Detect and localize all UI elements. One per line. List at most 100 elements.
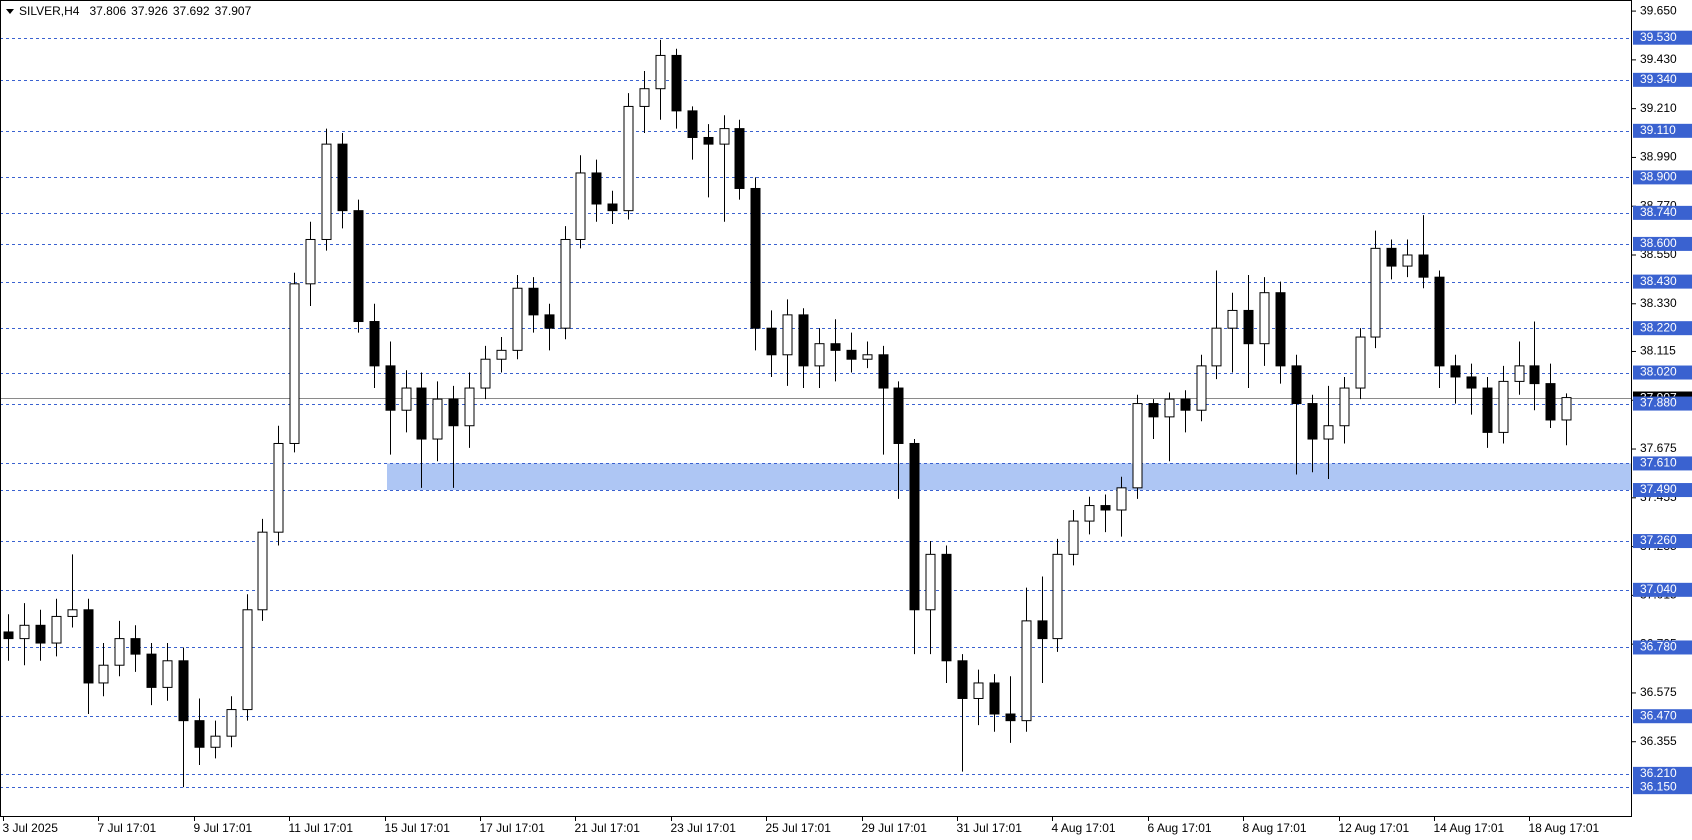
candle-body [146, 653, 157, 688]
level-box [1633, 365, 1692, 380]
y-tick-label: 39.650 [1640, 3, 1677, 17]
candle-body [416, 387, 427, 440]
level-label: 37.880 [1640, 396, 1677, 410]
candle-body [162, 660, 173, 688]
level-label: 38.430 [1640, 274, 1677, 288]
x-tick-label: 6 Aug 17:01 [1148, 821, 1212, 835]
candle-body [369, 321, 380, 367]
candle-body [1355, 336, 1366, 389]
level-box [1633, 274, 1692, 289]
candle-body [1021, 620, 1032, 722]
level-label: 39.110 [1640, 123, 1676, 137]
candle-body [1259, 292, 1270, 345]
candle-body [114, 638, 125, 666]
candle-body [719, 128, 730, 145]
candle-body [1323, 425, 1334, 440]
x-tick-label: 15 Jul 17:01 [385, 821, 451, 835]
y-tick-label: 39.430 [1640, 52, 1677, 66]
candle-body [257, 531, 268, 611]
candle-body [862, 354, 873, 360]
support-zone [387, 463, 1632, 491]
candle-body [273, 442, 284, 533]
header-value: 37.907 [215, 4, 252, 18]
level-box [1633, 483, 1692, 498]
candle-body [766, 327, 777, 356]
level-label: 36.210 [1640, 766, 1677, 780]
candle-body [909, 442, 920, 611]
level-box [1633, 236, 1692, 251]
time-axis: 3 Jul 2025 7 Jul 17:01 9 Jul 17:01 11 Jul 1… [3, 816, 1600, 835]
header-value: 37.692 [173, 4, 210, 18]
candle-body [750, 187, 761, 329]
level-label: 38.900 [1640, 170, 1677, 184]
y-tick-label: 39.210 [1640, 101, 1677, 115]
x-tick-label: 9 Jul 17:01 [194, 821, 253, 835]
candle-body [1482, 387, 1493, 433]
candle-body [1514, 365, 1525, 382]
y-tick-label: 38.330 [1640, 296, 1677, 310]
candle-body [925, 553, 936, 611]
header-value: 37.806 [89, 4, 126, 18]
candle-body [496, 349, 507, 360]
candle-body [1370, 247, 1381, 338]
level-box [1633, 205, 1692, 220]
plot-border [0, 0, 1632, 817]
x-tick-label: 3 Jul 2025 [3, 821, 59, 835]
x-tick-label: 14 Aug 17:01 [1434, 821, 1505, 835]
candle-body [687, 110, 698, 138]
level-label: 37.040 [1640, 582, 1677, 596]
candle-body [1466, 376, 1477, 389]
candle-body [210, 735, 221, 748]
level-label: 39.530 [1640, 30, 1677, 44]
y-tick-label: 38.115 [1640, 344, 1676, 358]
candle-body [1148, 403, 1159, 418]
candle-body [1100, 505, 1111, 511]
x-tick-label: 7 Jul 17:01 [98, 821, 157, 835]
level-label: 36.470 [1640, 708, 1677, 722]
candle-body [1386, 247, 1397, 267]
header-text: SILVER,H4 37.806 37.926 37.692 37.907 [19, 4, 252, 18]
level-label: 37.610 [1640, 456, 1677, 470]
x-tick-label: 8 Aug 17:01 [1243, 821, 1307, 835]
x-tick-label: 21 Jul 17:01 [575, 821, 641, 835]
plot-area [0, 38, 1632, 788]
level-box [1633, 640, 1692, 655]
level-label: 38.740 [1640, 205, 1677, 219]
header: SILVER,H4 37.806 37.926 37.692 37.907 [6, 4, 252, 18]
level-box [1633, 582, 1692, 597]
candle-body [1037, 620, 1048, 640]
candle-body [289, 283, 300, 444]
candle-body [703, 136, 714, 145]
candle-body [401, 387, 412, 411]
x-tick-label: 25 Jul 17:01 [766, 821, 832, 835]
level-box [1633, 456, 1692, 471]
candle-body [1434, 276, 1445, 367]
candle-body [353, 210, 364, 323]
candle-body [528, 287, 539, 316]
candle-body [814, 343, 825, 367]
candle-body [1339, 387, 1350, 427]
candle-body [130, 638, 141, 655]
y-tick-label: 38.990 [1640, 150, 1677, 164]
candle-body [51, 615, 62, 644]
candle-body [798, 314, 809, 367]
y-tick-label: 36.355 [1640, 734, 1677, 748]
level-box [1633, 534, 1692, 549]
level-box [1633, 30, 1692, 45]
level-box [1633, 321, 1692, 336]
level-box [1633, 709, 1692, 724]
candle-body [385, 365, 396, 411]
level-label: 37.490 [1640, 482, 1677, 496]
candle-body [3, 631, 14, 640]
candle-body [941, 553, 952, 662]
header-value: 37.926 [131, 4, 168, 18]
x-tick-label: 17 Jul 17:01 [480, 821, 546, 835]
candle-body [973, 682, 984, 699]
candle-body [989, 682, 1000, 715]
candle-body [623, 105, 634, 212]
candle-body [83, 609, 94, 684]
candle-body [1243, 309, 1254, 345]
level-box [1633, 170, 1692, 185]
